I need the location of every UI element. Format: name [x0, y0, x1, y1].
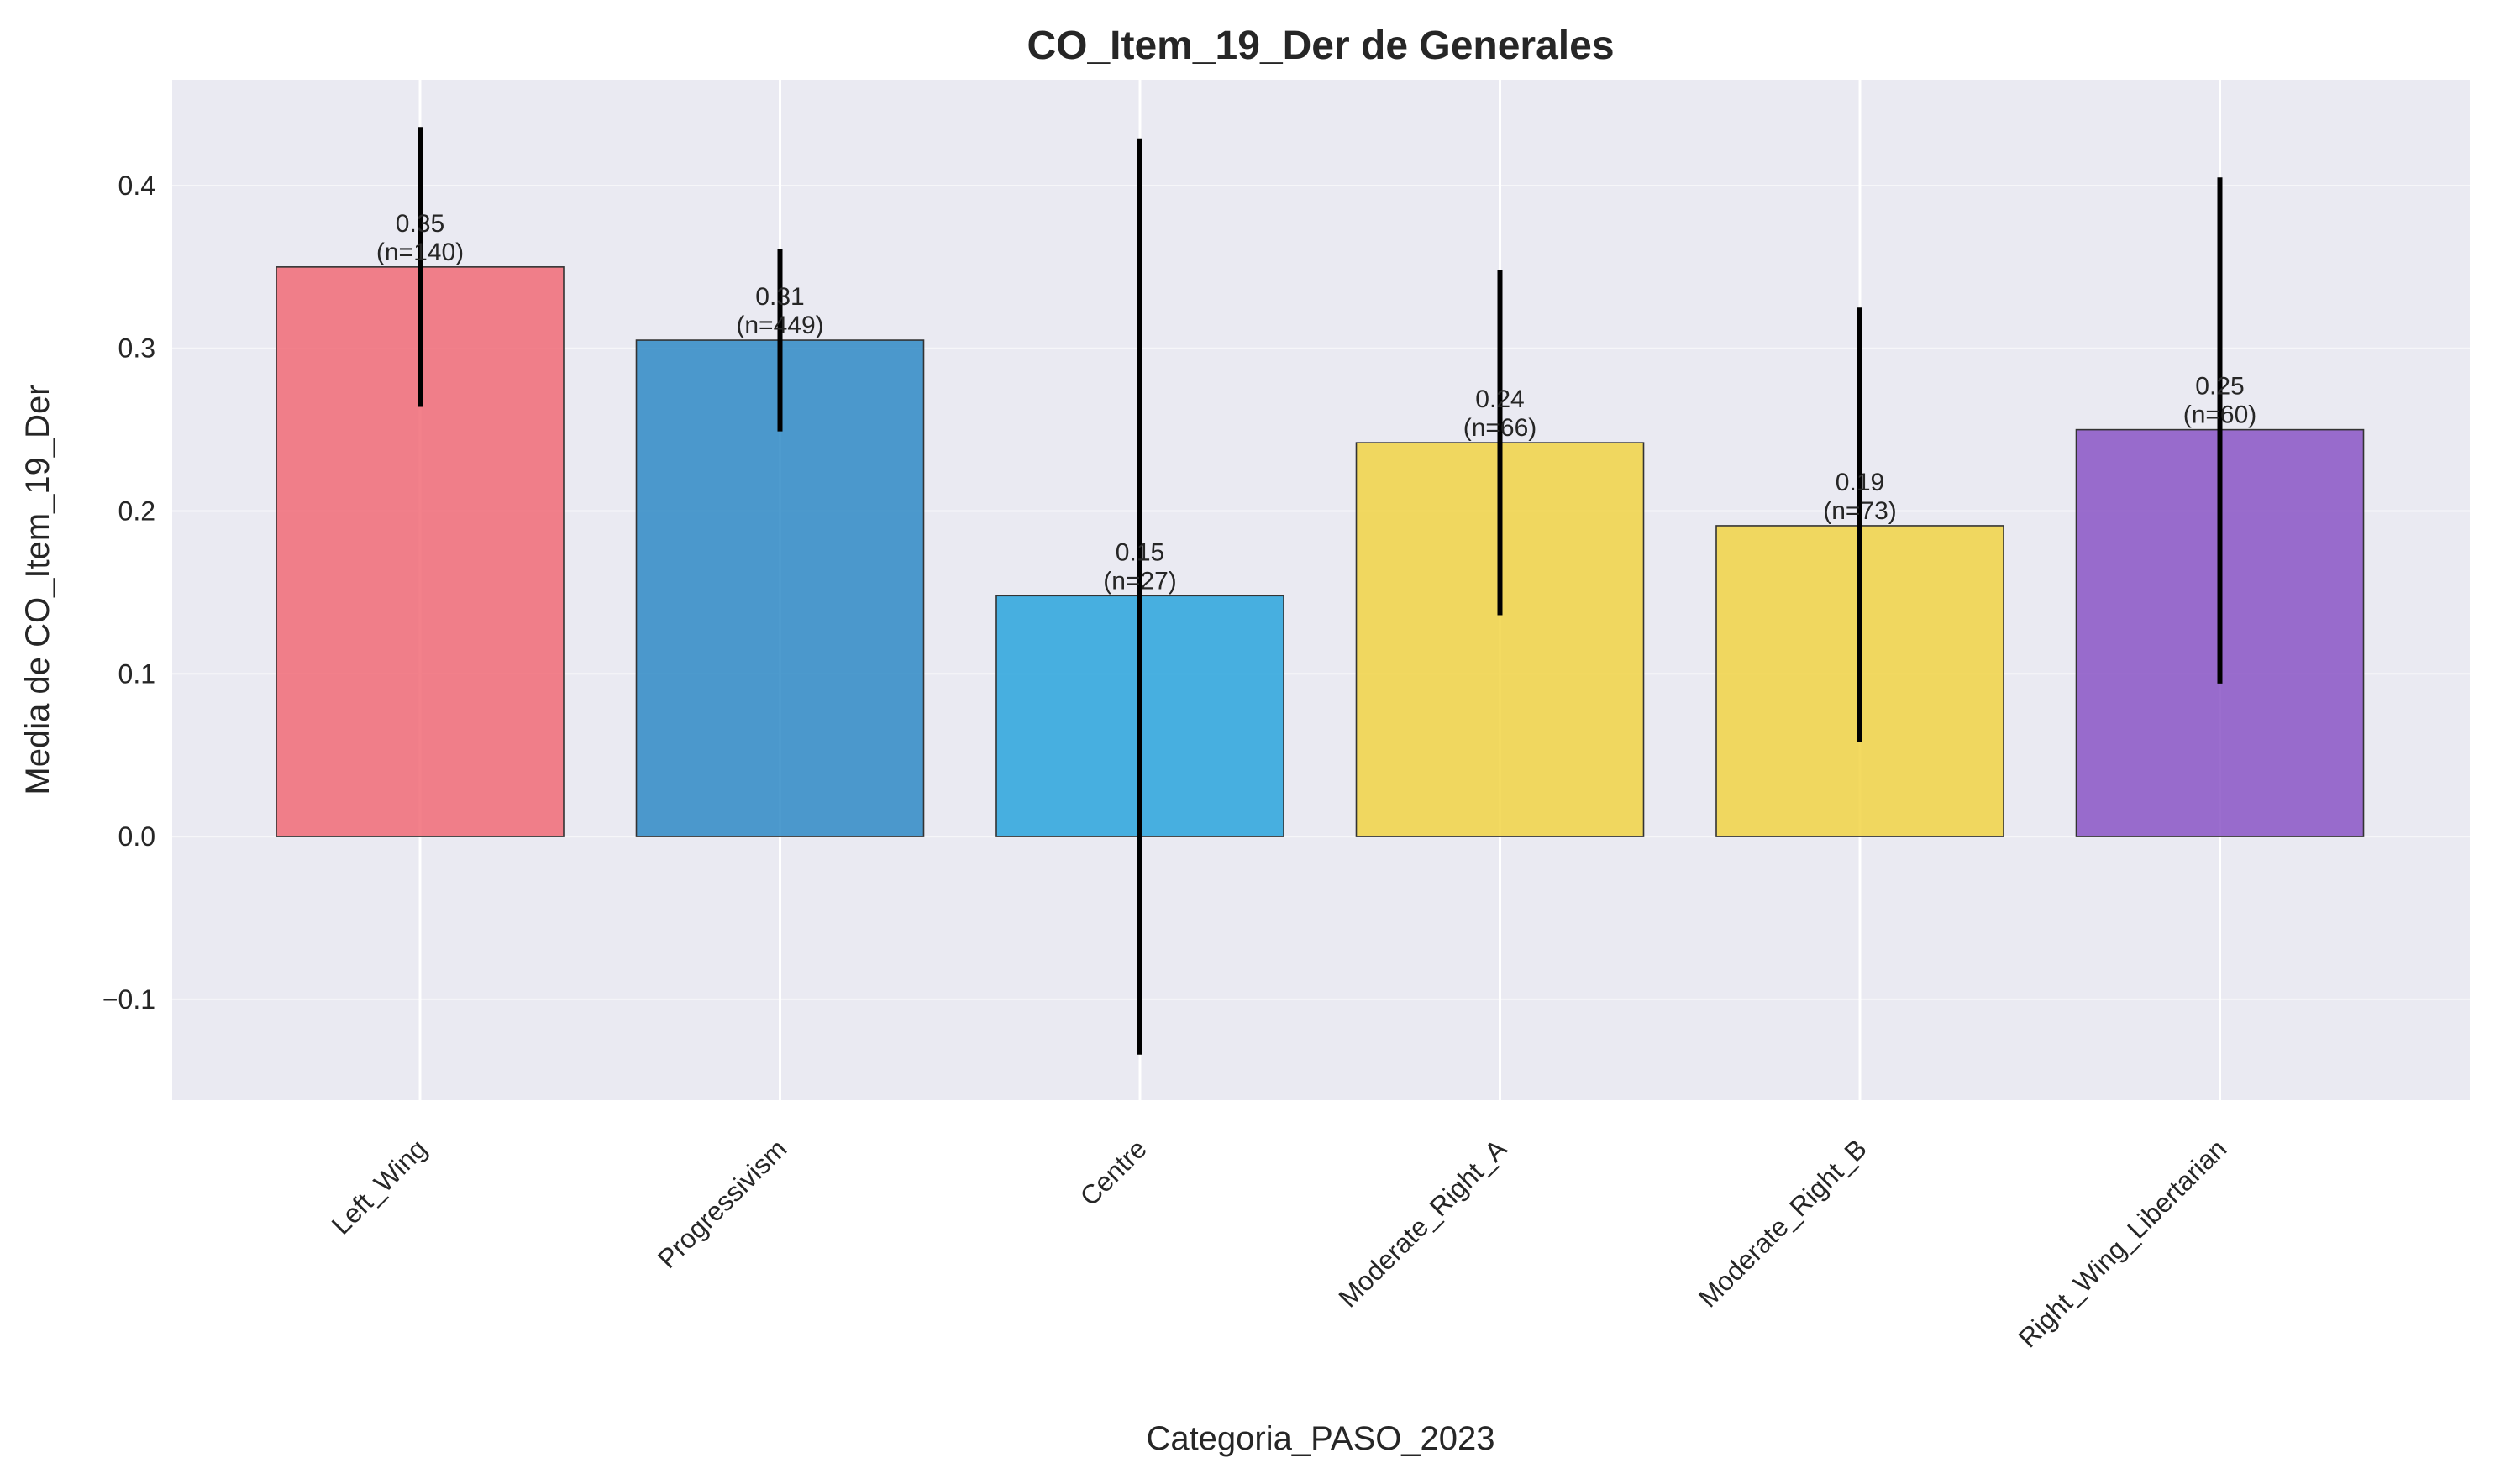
x-tick-label: Left_Wing	[326, 1133, 433, 1240]
x-axis-ticks: Left_Wing Progressivism Centre Moderate_Rig…	[326, 1133, 2233, 1353]
value-label: 0.25	[2195, 373, 2244, 401]
value-label: 0.15	[1116, 538, 1164, 566]
x-tick-label: Centre	[1074, 1133, 1153, 1211]
y-axis-ticks: −0.1 0.0 0.1 0.2 0.3 0.4	[102, 170, 155, 1015]
y-axis-label: Media de CO_Item_19_Der	[19, 384, 56, 794]
x-tick-label: Moderate_Right_A	[1332, 1133, 1513, 1314]
count-label: (n=449)	[736, 312, 823, 339]
value-label: 0.31	[755, 283, 804, 311]
chart-title: CO_Item_19_Der de Generales	[1027, 24, 1614, 68]
y-tick-label: 0.1	[118, 658, 155, 689]
error-bars	[418, 127, 2223, 1055]
value-label: 0.19	[1836, 469, 1884, 496]
y-tick-label: 0.2	[118, 496, 155, 527]
count-label: (n=66)	[1463, 414, 1537, 442]
x-axis-label: Categoria_PASO_2023	[1146, 1420, 1494, 1457]
y-tick-label: 0.0	[118, 821, 155, 852]
y-tick-label: 0.4	[118, 170, 155, 201]
count-label: (n=60)	[2183, 401, 2257, 429]
y-tick-label: 0.3	[118, 333, 155, 364]
count-label: (n=73)	[1823, 497, 1897, 525]
x-tick-label: Moderate_Right_B	[1693, 1133, 1873, 1313]
data-labels: 0.35(n=140)0.31(n=449)0.15(n=27)0.24(n=6…	[376, 210, 2256, 595]
value-label: 0.24	[1475, 385, 1524, 413]
count-label: (n=140)	[376, 239, 464, 266]
x-tick-label: Progressivism	[652, 1133, 793, 1274]
x-tick-label: Right_Wing_Libertarian	[2013, 1133, 2233, 1353]
y-tick-label: −0.1	[102, 984, 155, 1015]
count-label: (n=27)	[1103, 567, 1177, 595]
value-label: 0.35	[396, 210, 444, 238]
